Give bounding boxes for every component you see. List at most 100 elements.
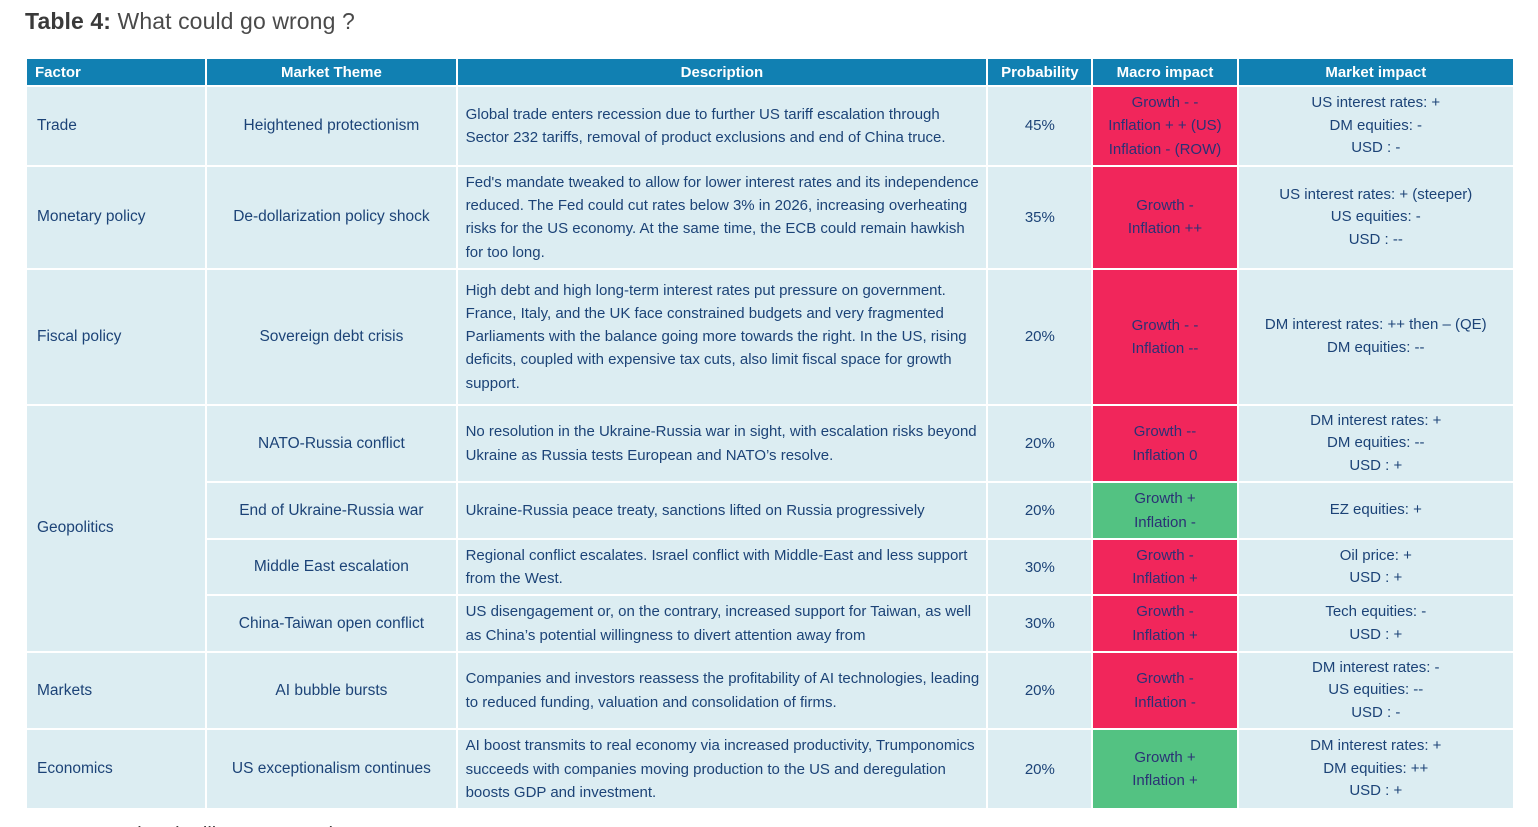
market-line: USD : + (1349, 625, 1403, 643)
macro-line: Inflation + (1132, 772, 1198, 790)
macro-impact-cell: Growth - Inflation ++ (1093, 166, 1237, 268)
probability-cell: 30% (988, 539, 1092, 595)
market-impact-cell: DM interest rates: - US equities: -- USD… (1238, 652, 1513, 729)
theme-cell: US exceptionalism continues (207, 730, 456, 808)
factor-cell: Markets (27, 652, 206, 729)
market-line: DM interest rates: + (1310, 737, 1442, 755)
macro-impact-cell: Growth + Inflation + (1093, 730, 1237, 808)
probability-cell: 45% (988, 87, 1092, 165)
table-title-text: What could go wrong ? (111, 8, 355, 34)
macro-impact-cell: Growth + Inflation - (1093, 483, 1237, 538)
table-title: Table 4: What could go wrong ? (25, 8, 1513, 35)
macro-line: Inflation + + (US) (1108, 117, 1222, 135)
risk-table: Factor Market Theme Description Probabil… (25, 57, 1515, 810)
macro-line: Growth - (1136, 546, 1194, 564)
description-cell: US disengagement or, on the contrary, in… (457, 596, 987, 651)
macro-impact-cell: Growth - - Inflation + + (US) Inflation … (1093, 87, 1237, 165)
probability-cell: 20% (988, 405, 1092, 482)
macro-line: Inflation ++ (1127, 220, 1203, 238)
description-cell: Companies and investors reassess the pro… (457, 652, 987, 729)
market-line: DM equities: -- (1327, 338, 1425, 356)
probability-cell: 35% (988, 166, 1092, 268)
factor-cell: Trade (27, 87, 206, 165)
table-row-fiscal-policy: Fiscal policy Sovereign debt crisis High… (27, 269, 1513, 404)
market-impact-cell: US interest rates: + DM equities: - USD … (1238, 87, 1513, 165)
theme-cell: Sovereign debt crisis (207, 269, 456, 404)
market-line: US interest rates: + (steeper) (1279, 185, 1473, 203)
market-impact-cell: EZ equities: + (1238, 483, 1513, 538)
factor-cell: Fiscal policy (27, 269, 206, 404)
sources-note: Sources: national, Allianz Research (25, 824, 1513, 827)
factor-cell: Monetary policy (27, 166, 206, 268)
description-cell: High debt and high long-term interest ra… (457, 269, 987, 404)
description-cell: Global trade enters recession due to fur… (457, 87, 987, 165)
macro-line: Growth - (1136, 603, 1194, 621)
description-cell: Regional conflict escalates. Israel conf… (457, 539, 987, 595)
macro-line: Inflation + (1132, 570, 1198, 587)
macro-line: Inflation - (1134, 513, 1196, 531)
description-cell: Fed's mandate tweaked to allow for lower… (457, 166, 987, 268)
macro-line: Growth -- (1133, 423, 1197, 441)
header-market-theme: Market Theme (207, 59, 456, 85)
description-cell: No resolution in the Ukraine-Russia war … (457, 405, 987, 482)
theme-cell: Heightened protectionism (207, 87, 456, 165)
market-line: US interest rates: + (1311, 94, 1441, 112)
table-row-nato-russia: Geopolitics NATO-Russia conflict No reso… (27, 405, 1513, 651)
market-line: US equities: -- (1328, 681, 1424, 699)
market-line: USD : - (1351, 139, 1401, 157)
market-line: USD : + (1349, 569, 1403, 586)
market-line: USD : + (1349, 456, 1403, 474)
factor-cell: Geopolitics (27, 405, 206, 651)
macro-line: Growth - - (1131, 94, 1199, 111)
market-line: DM equities: -- (1327, 434, 1425, 452)
header-factor: Factor (27, 59, 206, 85)
theme-cell: AI bubble bursts (207, 652, 456, 729)
macro-line: Inflation + (1132, 626, 1198, 644)
probability-cell: 20% (988, 483, 1092, 538)
table-row-end-ukraine-war: End of Ukraine-Russia war Ukraine-Russia… (27, 483, 1513, 538)
market-impact-cell: DM interest rates: ++ then – (QE) DM equ… (1238, 269, 1513, 404)
market-line: USD : - (1351, 703, 1401, 721)
probability-cell: 20% (988, 730, 1092, 808)
market-line: EZ equities: + (1329, 501, 1422, 519)
macro-impact-cell: Growth -- Inflation 0 (1093, 405, 1237, 482)
macro-line: Inflation -- (1131, 339, 1199, 357)
theme-cell: Middle East escalation (207, 539, 456, 595)
market-line: USD : + (1349, 782, 1403, 800)
macro-line: Growth - (1136, 197, 1194, 214)
table-row-china-taiwan: China-Taiwan open conflict US disengagem… (27, 596, 1513, 651)
header-row: Factor Market Theme Description Probabil… (27, 59, 1513, 85)
market-line: USD : -- (1348, 230, 1403, 248)
macro-impact-cell: Growth - - Inflation -- (1093, 269, 1237, 404)
description-cell: Ukraine-Russia peace treaty, sanctions l… (457, 483, 987, 538)
market-line: US equities: - (1330, 208, 1421, 225)
probability-cell: 20% (988, 652, 1092, 729)
market-line: DM equities: - (1329, 116, 1423, 134)
macro-line: Growth - - (1131, 316, 1199, 334)
market-impact-cell: US interest rates: + (steeper) US equiti… (1238, 166, 1513, 268)
table-row-middle-east: Middle East escalation Regional conflict… (27, 539, 1513, 595)
table-row-economics: Economics US exceptionalism continues AI… (27, 730, 1513, 808)
table-row-monetary-policy: Monetary policy De-dollarization policy … (27, 166, 1513, 268)
factor-cell: Economics (27, 730, 206, 808)
macro-line: Growth - (1136, 670, 1194, 688)
market-impact-cell: DM interest rates: + DM equities: -- USD… (1238, 405, 1513, 482)
theme-cell: De-dollarization policy shock (207, 166, 456, 268)
macro-impact-cell: Growth - Inflation + (1093, 539, 1237, 595)
header-description: Description (457, 59, 987, 85)
header-market-impact: Market impact (1238, 59, 1513, 85)
macro-line: Inflation 0 (1132, 446, 1198, 464)
market-impact-cell: Tech equities: - USD : + (1238, 596, 1513, 651)
market-line: DM interest rates: ++ then – (QE) (1264, 316, 1487, 334)
theme-cell: NATO-Russia conflict (207, 405, 456, 482)
description-cell: AI boost transmits to real economy via i… (457, 730, 987, 808)
market-line: DM equities: ++ (1323, 759, 1429, 777)
macro-impact-cell: Growth - Inflation + (1093, 596, 1237, 651)
market-line: DM interest rates: - (1312, 658, 1440, 676)
theme-cell: End of Ukraine-Russia war (207, 483, 456, 538)
macro-line: Inflation - (ROW) (1108, 140, 1222, 158)
macro-line: Inflation - (1134, 693, 1196, 711)
probability-cell: 20% (988, 269, 1092, 404)
market-impact-cell: Oil price: + USD : + (1238, 539, 1513, 595)
